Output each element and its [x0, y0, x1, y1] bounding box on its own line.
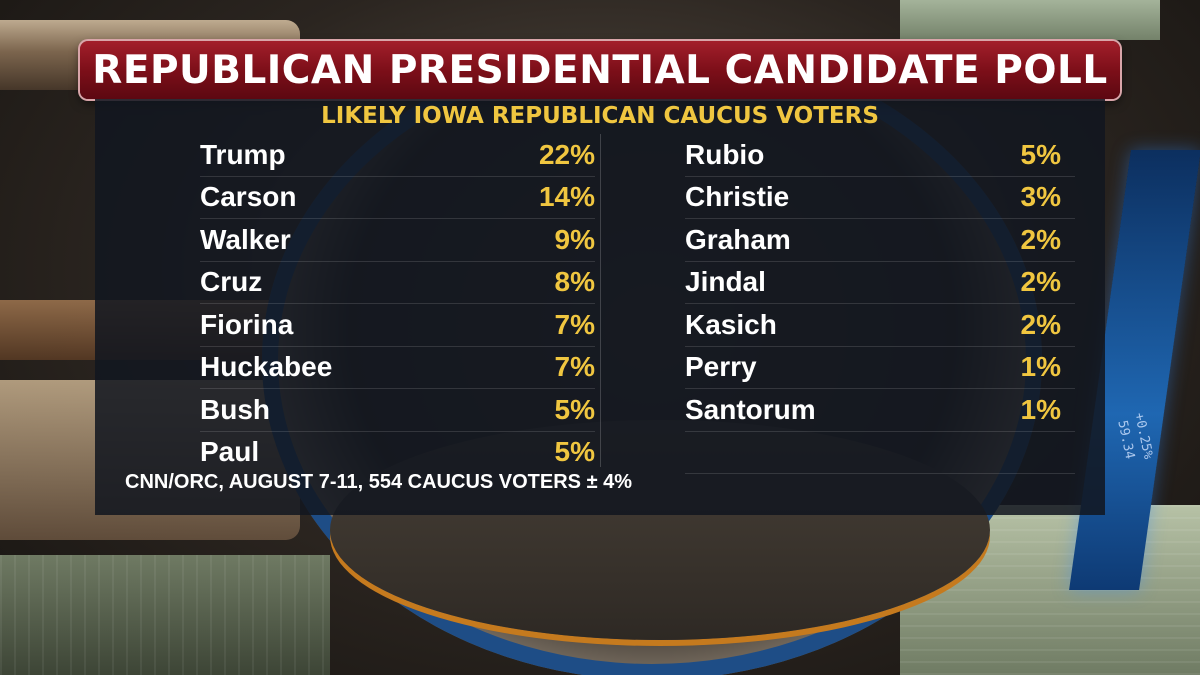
result-row: Jindal 2%	[685, 261, 1075, 304]
result-row: Kasich 2%	[685, 304, 1075, 347]
candidate-percent: 5%	[554, 436, 595, 467]
candidate-name: Kasich	[685, 309, 777, 340]
candidate-name: Carson	[200, 181, 297, 212]
result-row-empty	[685, 431, 1075, 474]
candidate-name: Rubio	[685, 139, 765, 170]
candidate-name: Santorum	[685, 394, 816, 425]
result-row: Graham 2%	[685, 219, 1075, 262]
candidate-name: Cruz	[200, 266, 263, 297]
result-row: Walker 9%	[200, 219, 595, 262]
candidate-percent: 1%	[1020, 394, 1061, 425]
candidate-name: Christie	[685, 181, 790, 212]
result-row: Carson 14%	[200, 176, 595, 219]
candidate-percent: 8%	[554, 266, 595, 297]
result-row: Huckabee 7%	[200, 346, 595, 389]
candidate-percent: 2%	[1020, 309, 1061, 340]
candidate-percent: 22%	[538, 139, 595, 170]
result-row: Santorum 1%	[685, 389, 1075, 432]
candidate-name: Perry	[685, 351, 757, 382]
result-row: Christie 3%	[685, 176, 1075, 219]
candidate-percent: 14%	[538, 181, 595, 212]
poll-source-footer: CNN/ORC, AUGUST 7-11, 554 CAUCUS VOTERS …	[125, 471, 633, 493]
candidate-percent: 1%	[1020, 351, 1061, 382]
title-banner: REPUBLICAN PRESIDENTIAL CANDIDATE POLL	[80, 41, 1120, 99]
candidate-percent: 7%	[554, 309, 595, 340]
candidate-name: Graham	[685, 224, 791, 255]
candidate-percent: 3%	[1020, 181, 1061, 212]
result-row: Perry 1%	[685, 346, 1075, 389]
candidate-name: Fiorina	[200, 309, 294, 340]
poll-results-panel: LIKELY IOWA REPUBLICAN CAUCUS VOTERS Tru…	[95, 99, 1105, 515]
candidate-percent: 2%	[1020, 266, 1061, 297]
candidate-percent: 9%	[554, 224, 595, 255]
candidate-name: Bush	[200, 394, 270, 425]
candidate-name: Paul	[200, 436, 260, 467]
candidate-name: Trump	[200, 139, 286, 170]
candidate-name: Jindal	[685, 266, 766, 297]
column-divider	[600, 134, 601, 467]
poll-subtitle: LIKELY IOWA REPUBLICAN CAUCUS VOTERS	[321, 103, 879, 129]
background-money-image	[0, 555, 330, 675]
candidate-percent: 7%	[554, 351, 595, 382]
background-money-image	[900, 0, 1160, 40]
result-row: Trump 22%	[200, 134, 595, 177]
candidate-name: Walker	[200, 224, 291, 255]
result-row: Cruz 8%	[200, 261, 595, 304]
result-row: Rubio 5%	[685, 134, 1075, 177]
candidate-percent: 2%	[1020, 224, 1061, 255]
result-row: Bush 5%	[200, 389, 595, 432]
result-row: Paul 5%	[200, 431, 595, 473]
candidate-percent: 5%	[1020, 139, 1061, 170]
candidate-percent: 5%	[554, 394, 595, 425]
result-row: Fiorina 7%	[200, 304, 595, 347]
page-title: REPUBLICAN PRESIDENTIAL CANDIDATE POLL	[92, 47, 1108, 93]
candidate-name: Huckabee	[200, 351, 333, 382]
